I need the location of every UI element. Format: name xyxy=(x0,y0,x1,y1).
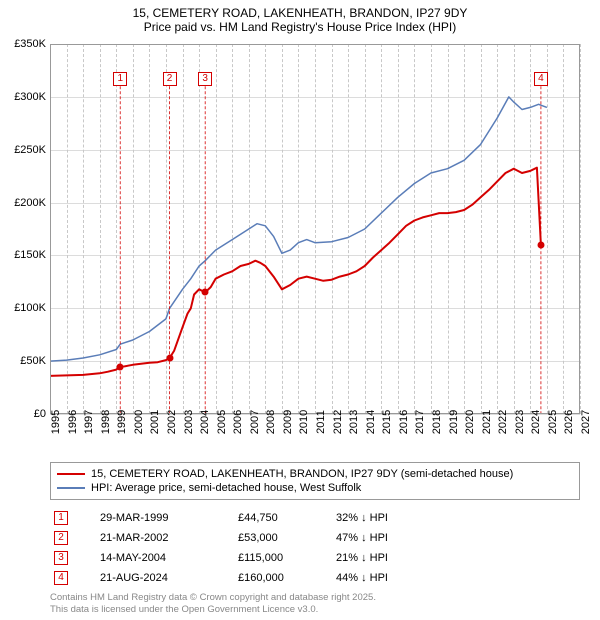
plot-border xyxy=(50,44,580,414)
x-tick-label: 2003 xyxy=(183,410,195,434)
y-tick-label: £150K xyxy=(14,249,46,261)
sales-diff: 44% ↓ HPI xyxy=(336,572,436,584)
x-tick-label: 2006 xyxy=(232,410,244,434)
sales-row: 1 29-MAR-1999 £44,750 32% ↓ HPI xyxy=(50,508,580,528)
x-tick-label: 2009 xyxy=(282,410,294,434)
x-tick-label: 2017 xyxy=(414,410,426,434)
y-tick-label: £300K xyxy=(14,91,46,103)
sales-price: £160,000 xyxy=(238,572,328,584)
x-tick-label: 2014 xyxy=(365,410,377,434)
footer: Contains HM Land Registry data © Crown c… xyxy=(50,592,580,616)
chart-container: 15, CEMETERY ROAD, LAKENHEATH, BRANDON, … xyxy=(0,0,600,620)
sales-diff: 47% ↓ HPI xyxy=(336,532,436,544)
sales-date: 21-MAR-2002 xyxy=(100,532,230,544)
x-tick-label: 2001 xyxy=(149,410,161,434)
x-tick-label: 2000 xyxy=(133,410,145,434)
x-tick-label: 2005 xyxy=(216,410,228,434)
x-tick-label: 2026 xyxy=(563,410,575,434)
sales-row: 2 21-MAR-2002 £53,000 47% ↓ HPI xyxy=(50,528,580,548)
legend-swatch xyxy=(57,487,85,489)
legend-item: 15, CEMETERY ROAD, LAKENHEATH, BRANDON, … xyxy=(57,467,573,481)
sales-marker-icon: 3 xyxy=(54,551,68,565)
legend-swatch xyxy=(57,473,85,475)
title-line2: Price paid vs. HM Land Registry's House … xyxy=(0,20,600,34)
sales-price: £44,750 xyxy=(238,512,328,524)
x-tick-label: 2011 xyxy=(315,410,327,434)
title-line1: 15, CEMETERY ROAD, LAKENHEATH, BRANDON, … xyxy=(0,6,600,20)
sales-diff: 32% ↓ HPI xyxy=(336,512,436,524)
sales-diff: 21% ↓ HPI xyxy=(336,552,436,564)
x-tick-label: 2002 xyxy=(166,410,178,434)
x-tick-label: 2015 xyxy=(381,410,393,434)
x-tick-label: 1997 xyxy=(83,410,95,434)
x-tick-label: 2016 xyxy=(398,410,410,434)
y-tick-label: £100K xyxy=(14,302,46,314)
x-axis: 1995199619971998199920002001200220032004… xyxy=(50,418,580,462)
x-tick-label: 2018 xyxy=(431,410,443,434)
y-tick-label: £0 xyxy=(34,408,46,420)
x-tick-label: 2008 xyxy=(265,410,277,434)
titles: 15, CEMETERY ROAD, LAKENHEATH, BRANDON, … xyxy=(0,0,600,34)
plot-area: 1234 xyxy=(50,44,580,414)
y-tick-label: £350K xyxy=(14,38,46,50)
x-tick-label: 1996 xyxy=(67,410,79,434)
x-tick-label: 2010 xyxy=(298,410,310,434)
legend-label: 15, CEMETERY ROAD, LAKENHEATH, BRANDON, … xyxy=(91,468,513,480)
legend: 15, CEMETERY ROAD, LAKENHEATH, BRANDON, … xyxy=(50,462,580,500)
x-tick-label: 2023 xyxy=(514,410,526,434)
y-tick-label: £50K xyxy=(20,355,46,367)
x-tick-label: 1995 xyxy=(50,410,62,434)
x-tick-label: 2020 xyxy=(464,410,476,434)
footer-line1: Contains HM Land Registry data © Crown c… xyxy=(50,592,580,604)
legend-item: HPI: Average price, semi-detached house,… xyxy=(57,481,573,495)
x-tick-label: 2021 xyxy=(481,410,493,434)
sales-date: 14-MAY-2004 xyxy=(100,552,230,564)
x-tick-label: 2004 xyxy=(199,410,211,434)
x-tick-label: 1998 xyxy=(100,410,112,434)
x-tick-label: 2025 xyxy=(547,410,559,434)
sales-marker-icon: 2 xyxy=(54,531,68,545)
legend-label: HPI: Average price, semi-detached house,… xyxy=(91,482,361,494)
x-tick-label: 2019 xyxy=(448,410,460,434)
x-tick-label: 2024 xyxy=(530,410,542,434)
sales-row: 4 21-AUG-2024 £160,000 44% ↓ HPI xyxy=(50,568,580,588)
sales-table: 1 29-MAR-1999 £44,750 32% ↓ HPI 2 21-MAR-2002… xyxy=(50,508,580,588)
x-tick-label: 2007 xyxy=(249,410,261,434)
sales-date: 29-MAR-1999 xyxy=(100,512,230,524)
sales-marker-icon: 4 xyxy=(54,571,68,585)
y-tick-label: £250K xyxy=(14,144,46,156)
sales-row: 3 14-MAY-2004 £115,000 21% ↓ HPI xyxy=(50,548,580,568)
x-tick-label: 2022 xyxy=(497,410,509,434)
x-tick-label: 2027 xyxy=(580,410,592,434)
x-tick-label: 2013 xyxy=(348,410,360,434)
x-tick-label: 1999 xyxy=(116,410,128,434)
sales-date: 21-AUG-2024 xyxy=(100,572,230,584)
sales-price: £53,000 xyxy=(238,532,328,544)
y-axis: £0£50K£100K£150K£200K£250K£300K£350K xyxy=(0,44,50,414)
y-tick-label: £200K xyxy=(14,197,46,209)
sales-marker-icon: 1 xyxy=(54,511,68,525)
sales-price: £115,000 xyxy=(238,552,328,564)
footer-line2: This data is licensed under the Open Gov… xyxy=(50,604,580,616)
x-tick-label: 2012 xyxy=(332,410,344,434)
